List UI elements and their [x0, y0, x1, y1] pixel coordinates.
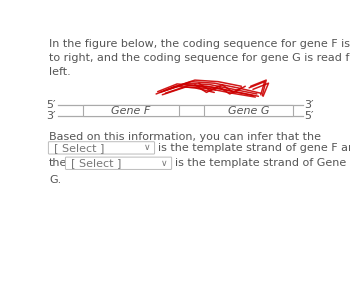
- Text: [ Select ]: [ Select ]: [71, 158, 121, 168]
- Text: the: the: [49, 158, 68, 168]
- Text: [ Select ]: [ Select ]: [54, 143, 104, 153]
- Text: is the template strand of Gene: is the template strand of Gene: [175, 158, 346, 168]
- Text: G.: G.: [49, 175, 62, 185]
- Text: Gene G: Gene G: [228, 105, 270, 116]
- Bar: [204, 105, 293, 116]
- Text: 5′: 5′: [47, 100, 56, 110]
- Text: In the figure below, the coding sequence for gene F is read from left
to right, : In the figure below, the coding sequence…: [49, 38, 350, 77]
- Text: ∨: ∨: [144, 143, 151, 152]
- Text: Based on this information, you can infer that the: Based on this information, you can infer…: [49, 132, 321, 142]
- Text: 5′: 5′: [304, 111, 314, 121]
- FancyBboxPatch shape: [65, 157, 172, 169]
- Bar: [83, 105, 179, 116]
- FancyBboxPatch shape: [48, 142, 155, 154]
- Text: Gene F: Gene F: [111, 105, 150, 116]
- Text: 3′: 3′: [47, 111, 56, 121]
- Text: is the template strand of gene F and: is the template strand of gene F and: [158, 143, 350, 153]
- Text: ∨: ∨: [161, 159, 168, 168]
- Text: 3′: 3′: [304, 100, 314, 110]
